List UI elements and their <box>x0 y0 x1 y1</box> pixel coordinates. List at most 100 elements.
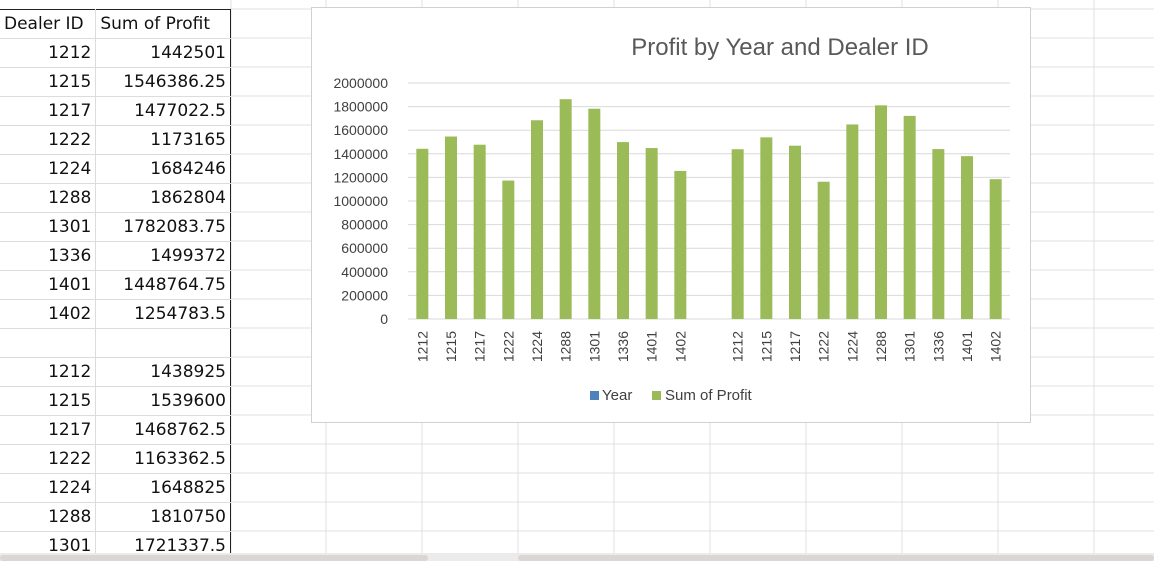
table-row: 1222 1163362.5 <box>0 444 231 474</box>
cell-dealer-id[interactable]: 1301 <box>0 212 97 242</box>
bar-sum-of-profit[interactable] <box>445 136 457 319</box>
cell-sum-of-profit[interactable]: 1539600 <box>95 386 231 416</box>
bar-sum-of-profit[interactable] <box>473 144 486 319</box>
legend-swatch-sum-of-profit <box>652 391 661 400</box>
cell-sum-of-profit[interactable]: 1684246 <box>95 154 231 184</box>
header-sum-of-profit[interactable]: Sum of Profit <box>95 9 231 39</box>
bar-sum-of-profit[interactable] <box>645 148 658 319</box>
table-row: 1288 1862804 <box>0 183 231 213</box>
cell-sum-of-profit[interactable] <box>95 328 231 358</box>
y-tick-label: 1400000 <box>333 146 388 162</box>
chart-area[interactable]: Profit by Year and Dealer ID 0 200000 40000… <box>311 7 1031 423</box>
x-tick-label: 1212 <box>730 331 746 362</box>
cell-sum-of-profit[interactable]: 1810750 <box>95 502 231 532</box>
cell-sum-of-profit[interactable]: 1254783.5 <box>95 299 231 329</box>
cell-sum-of-profit[interactable]: 1648825 <box>95 473 231 503</box>
bar-sum-of-profit[interactable] <box>875 105 887 319</box>
bar-sum-of-profit[interactable] <box>932 149 945 319</box>
cell-sum-of-profit[interactable]: 1468762.5 <box>95 415 231 445</box>
cell-dealer-id[interactable]: 1215 <box>0 67 97 97</box>
table-row: 1224 1684246 <box>0 154 231 184</box>
y-tick-label: 1800000 <box>333 99 388 115</box>
x-tick-label: 1217 <box>787 331 803 362</box>
bar-sum-of-profit[interactable] <box>674 170 687 319</box>
bar-sum-of-profit[interactable] <box>416 148 429 319</box>
bar-sum-of-profit[interactable] <box>502 180 515 319</box>
cell-dealer-id[interactable]: 1288 <box>0 183 97 213</box>
horizontal-scrollbar[interactable] <box>0 553 1154 561</box>
x-tick-label: 1336 <box>615 331 631 362</box>
x-tick-label: 1222 <box>500 331 516 362</box>
cell-sum-of-profit[interactable]: 1782083.75 <box>95 212 231 242</box>
bar-sum-of-profit[interactable] <box>817 181 830 319</box>
cell-dealer-id[interactable]: 1224 <box>0 154 97 184</box>
header-dealer-id[interactable]: Dealer ID <box>0 9 97 39</box>
x-tick-label: 1401 <box>644 331 660 362</box>
x-tick-label: 1215 <box>758 331 774 362</box>
cell-dealer-id[interactable]: 1288 <box>0 502 97 532</box>
y-tick-label: 400000 <box>341 264 388 280</box>
cell-dealer-id[interactable]: 1222 <box>0 125 97 155</box>
cell-dealer-id[interactable]: 1401 <box>0 270 97 300</box>
cell-dealer-id[interactable]: 1222 <box>0 444 97 474</box>
table-row: 1402 1254783.5 <box>0 299 231 329</box>
chart-legend[interactable]: Year Sum of Profit <box>590 387 753 404</box>
table-row: 1215 1546386.25 <box>0 67 231 97</box>
scrollbar-thumb-right[interactable] <box>518 555 1154 561</box>
cell-dealer-id[interactable]: 1336 <box>0 241 97 271</box>
chart-title: Profit by Year and Dealer ID <box>631 34 929 61</box>
table-row: 1212 1438925 <box>0 357 231 387</box>
cell-dealer-id[interactable]: 1215 <box>0 386 97 416</box>
table-row: 1215 1539600 <box>0 386 231 416</box>
table-row: 1217 1477022.5 <box>0 96 231 126</box>
table-row: 1217 1468762.5 <box>0 415 231 445</box>
y-tick-label: 1200000 <box>333 169 388 185</box>
bar-sum-of-profit[interactable] <box>531 120 543 319</box>
table-row: 1301 1782083.75 <box>0 212 231 242</box>
cell-dealer-id[interactable] <box>0 328 97 358</box>
cell-sum-of-profit[interactable]: 1442501 <box>95 38 231 68</box>
cell-dealer-id[interactable]: 1224 <box>0 473 97 503</box>
cell-dealer-id[interactable]: 1402 <box>0 299 97 329</box>
x-tick-label: 1215 <box>443 331 459 362</box>
bar-sum-of-profit[interactable] <box>731 149 744 319</box>
cell-sum-of-profit[interactable]: 1448764.75 <box>95 270 231 300</box>
table-row: 1224 1648825 <box>0 473 231 503</box>
x-tick-label: 1402 <box>672 331 688 362</box>
cell-dealer-id[interactable]: 1212 <box>0 357 97 387</box>
table-header-row: Dealer ID Sum of Profit <box>0 9 231 39</box>
table-row: 1401 1448764.75 <box>0 270 231 300</box>
bar-sum-of-profit[interactable] <box>961 156 973 319</box>
x-tick-label: 1301 <box>586 331 602 362</box>
bar-sum-of-profit[interactable] <box>846 124 859 319</box>
cell-dealer-id[interactable]: 1212 <box>0 38 97 68</box>
pivot-table: Dealer ID Sum of Profit 1212 1442501 1215 154… <box>0 9 231 561</box>
bar-sum-of-profit[interactable] <box>789 145 801 319</box>
bar-chart: Profit by Year and Dealer ID 0 200000 40000… <box>333 34 1010 404</box>
y-tick-label: 1600000 <box>333 122 388 138</box>
y-tick-label: 800000 <box>341 217 388 233</box>
bar-sum-of-profit[interactable] <box>588 108 601 320</box>
legend-label-year: Year <box>602 387 632 404</box>
cell-sum-of-profit[interactable]: 1163362.5 <box>95 444 231 474</box>
bar-sum-of-profit[interactable] <box>903 115 916 319</box>
cell-sum-of-profit[interactable]: 1477022.5 <box>95 96 231 126</box>
cell-dealer-id[interactable]: 1217 <box>0 96 97 126</box>
cell-sum-of-profit[interactable]: 1862804 <box>95 183 231 213</box>
cell-dealer-id[interactable]: 1217 <box>0 415 97 445</box>
bar-sum-of-profit[interactable] <box>559 99 572 320</box>
cell-sum-of-profit[interactable]: 1173165 <box>95 125 231 155</box>
cell-sum-of-profit[interactable]: 1499372 <box>95 241 231 271</box>
x-tick-label: 1222 <box>816 331 832 362</box>
x-tick-label: 1402 <box>988 331 1004 362</box>
x-tick-label: 1301 <box>902 331 918 362</box>
scrollbar-thumb-left[interactable] <box>0 555 428 561</box>
bar-sum-of-profit[interactable] <box>760 137 773 319</box>
cell-sum-of-profit[interactable]: 1438925 <box>95 357 231 387</box>
x-tick-label: 1336 <box>930 331 946 362</box>
cell-sum-of-profit[interactable]: 1546386.25 <box>95 67 231 97</box>
table-row: 1336 1499372 <box>0 241 231 271</box>
x-tick-label: 1288 <box>558 331 574 362</box>
bar-sum-of-profit[interactable] <box>617 142 629 319</box>
bar-sum-of-profit[interactable] <box>989 179 1002 319</box>
